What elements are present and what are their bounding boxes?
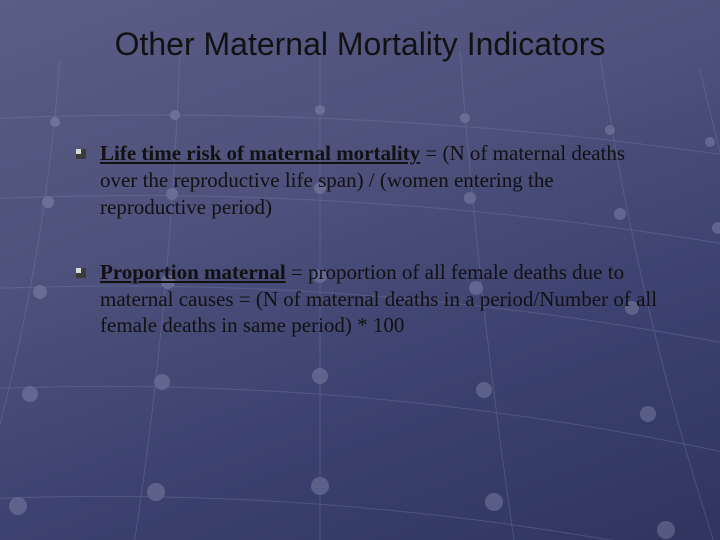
slide: Other Maternal Mortality Indicators Life… [0,0,720,540]
content-area: Life time risk of maternal mortality = (… [70,140,660,377]
bullet-item: Life time risk of maternal mortality = (… [70,140,660,221]
square-bullet-icon [76,268,86,278]
bullet-lead: Life time risk of maternal mortality [100,141,420,165]
slide-title: Other Maternal Mortality Indicators [0,26,720,63]
square-bullet-icon [76,149,86,159]
bullet-lead: Proportion maternal [100,260,286,284]
bullet-item: Proportion maternal = proportion of all … [70,259,660,340]
